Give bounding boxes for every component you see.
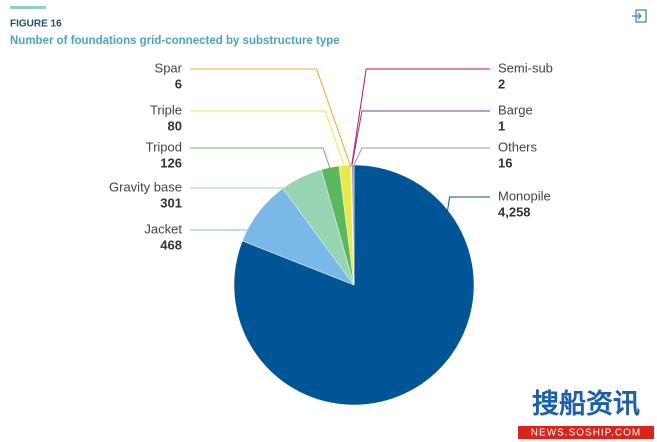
leader-line	[190, 110, 346, 168]
value-label: 80	[168, 118, 182, 133]
header-rule	[10, 6, 46, 9]
slice-label: Barge	[498, 102, 533, 117]
slice-label: Triple	[150, 102, 182, 117]
figure-label: FIGURE 16	[10, 19, 62, 30]
leader-line	[352, 147, 490, 168]
slice-label: Gravity base	[109, 179, 182, 194]
leader-line	[190, 147, 331, 170]
value-label: 126	[160, 155, 182, 170]
leader-line	[190, 178, 303, 189]
watermark-band	[518, 426, 654, 439]
value-label: 468	[160, 237, 182, 252]
export-icon[interactable]	[632, 9, 647, 23]
watermark-bg	[518, 386, 654, 426]
value-label: 2	[498, 76, 505, 91]
value-label: 4,258	[498, 204, 531, 219]
leader-line	[350, 68, 490, 168]
slice-label: Others	[498, 139, 538, 154]
slice-label: Spar	[155, 60, 183, 75]
chart-title: Number of foundations grid-connected by …	[10, 35, 340, 47]
slice-label: Jacket	[144, 221, 182, 236]
value-label: 16	[498, 155, 512, 170]
value-label: 301	[160, 195, 182, 210]
watermark-url: NEWS.SOSHIP.COM	[531, 428, 641, 439]
leader-line	[351, 110, 490, 168]
leader-line	[190, 212, 261, 231]
value-label: 6	[175, 76, 182, 91]
leader-line	[421, 196, 490, 385]
export-arrow	[632, 12, 642, 20]
slice-label: Tripod	[146, 139, 182, 154]
slice-label: Semi-sub	[498, 60, 553, 75]
value-label: 1	[498, 118, 505, 133]
slice-label: Monopile	[498, 188, 551, 203]
leader-line	[190, 68, 352, 168]
watermark: 搜船资讯 NEWS.SOSHIP.COM	[518, 386, 654, 439]
watermark-text: 搜船资讯	[532, 388, 640, 419]
